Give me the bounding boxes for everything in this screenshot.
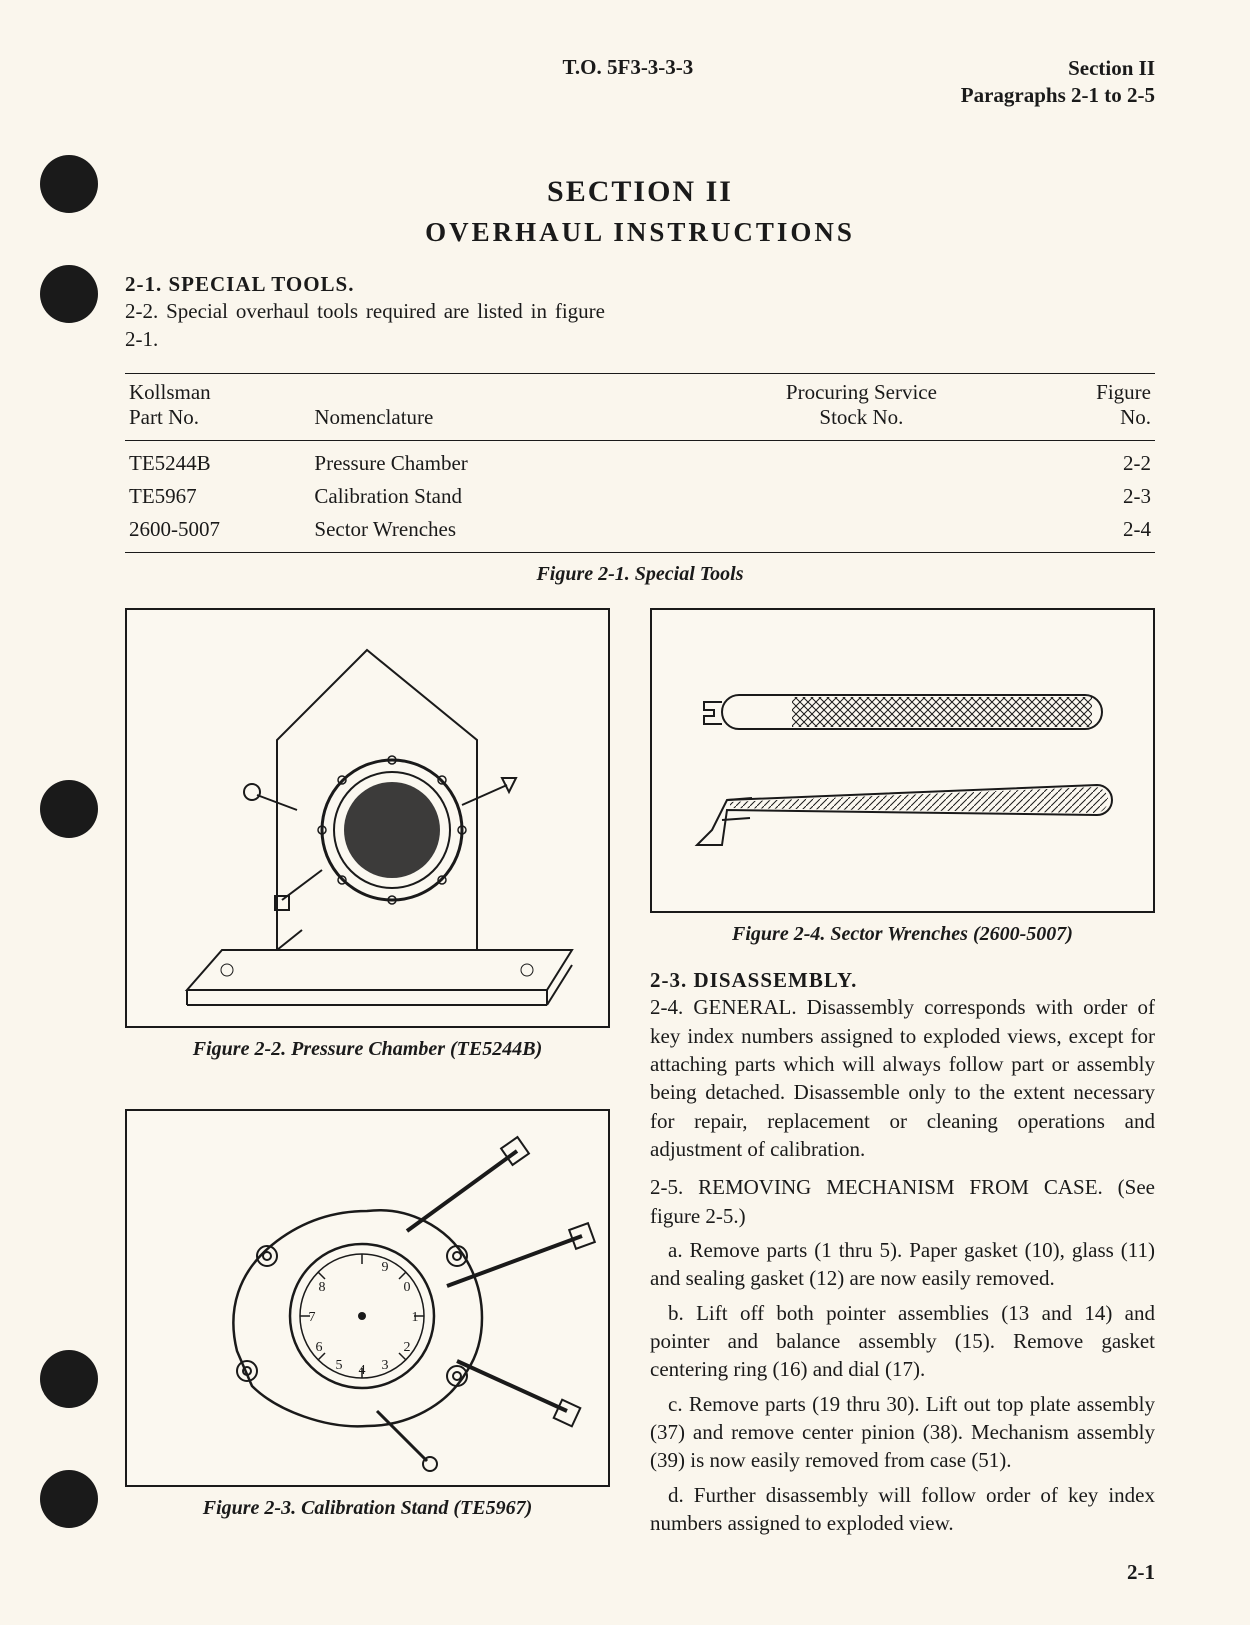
pressure-chamber-illustration <box>127 610 610 1028</box>
special-tools-table: Kollsman Part No. Nomenclature Procuring… <box>125 373 1155 553</box>
svg-text:6: 6 <box>316 1340 323 1355</box>
svg-text:3: 3 <box>382 1358 389 1373</box>
paragraphs-label: Paragraphs 2-1 to 2-5 <box>961 82 1155 109</box>
section-title: SECTION II <box>125 175 1155 209</box>
step-c: c. Remove parts (19 thru 30). Lift out t… <box>650 1390 1155 1475</box>
para-2-2-text: 2-2. Special overhaul tools required are… <box>125 297 605 354</box>
step-d: d. Further disassembly will follow order… <box>650 1481 1155 1538</box>
figure-2-4-box <box>650 608 1155 913</box>
right-column: Figure 2-4. Sector Wrenches (2600-5007) … <box>650 608 1155 1537</box>
figure-2-4-caption: Figure 2-4. Sector Wrenches (2600-5007) <box>650 923 1155 946</box>
svg-text:7: 7 <box>309 1310 316 1325</box>
svg-text:2: 2 <box>404 1340 411 1355</box>
col-stock-no: Procuring Service Stock No. <box>691 374 1031 441</box>
para-2-3-head: 2-3. DISASSEMBLY. <box>650 968 1155 993</box>
intro-block: 2-1. SPECIAL TOOLS. 2-2. Special overhau… <box>125 272 605 354</box>
table-row: 2600-5007 Sector Wrenches 2-4 <box>125 513 1155 553</box>
columns: Figure 2-2. Pressure Chamber (TE5244B) <box>125 608 1155 1537</box>
figure-2-2-caption: Figure 2-2. Pressure Chamber (TE5244B) <box>125 1038 610 1061</box>
page-number: 2-1 <box>1127 1560 1155 1585</box>
svg-text:5: 5 <box>336 1358 343 1373</box>
col-nomenclature: Nomenclature <box>310 374 691 441</box>
step-b: b. Lift off both pointer assemblies (13 … <box>650 1299 1155 1384</box>
figure-2-1-caption: Figure 2-1. Special Tools <box>125 563 1155 586</box>
table-row: TE5967 Calibration Stand 2-3 <box>125 480 1155 513</box>
punch-hole <box>40 155 98 213</box>
para-2-1-head: 2-1. SPECIAL TOOLS. <box>125 272 605 297</box>
svg-text:8: 8 <box>319 1280 326 1295</box>
table-row: TE5244B Pressure Chamber 2-2 <box>125 441 1155 481</box>
sector-wrenches-illustration <box>652 610 1155 913</box>
calibration-stand-illustration: 90 12 34 56 78 <box>127 1111 610 1487</box>
header-right: Section II Paragraphs 2-1 to 2-5 <box>961 55 1155 110</box>
figure-2-2-box <box>125 608 610 1028</box>
page-header: T.O. 5F3-3-3-3 Section II Paragraphs 2-1… <box>125 55 1155 110</box>
section-label: Section II <box>961 55 1155 82</box>
section-subtitle: OVERHAUL INSTRUCTIONS <box>125 217 1155 248</box>
punch-hole <box>40 1350 98 1408</box>
to-number: T.O. 5F3-3-3-3 <box>125 55 961 110</box>
svg-text:4: 4 <box>359 1363 366 1378</box>
punch-hole <box>40 1470 98 1528</box>
svg-text:1: 1 <box>412 1310 419 1325</box>
svg-text:0: 0 <box>404 1280 411 1295</box>
page: T.O. 5F3-3-3-3 Section II Paragraphs 2-1… <box>0 0 1250 1625</box>
step-a: a. Remove parts (1 thru 5). Paper gasket… <box>650 1236 1155 1293</box>
table-header-row: Kollsman Part No. Nomenclature Procuring… <box>125 374 1155 441</box>
para-2-4-text: 2-4. GENERAL. Disassembly corresponds wi… <box>650 993 1155 1163</box>
col-part-no: Kollsman Part No. <box>125 374 310 441</box>
left-column: Figure 2-2. Pressure Chamber (TE5244B) <box>125 608 610 1537</box>
para-2-5-head: 2-5. REMOVING MECHANISM FROM CASE. (See … <box>650 1173 1155 1230</box>
svg-text:9: 9 <box>382 1260 389 1275</box>
punch-hole <box>40 265 98 323</box>
punch-hole <box>40 780 98 838</box>
figure-2-3-box: 90 12 34 56 78 <box>125 1109 610 1487</box>
col-figure-no: Figure No. <box>1031 374 1155 441</box>
figure-2-3-caption: Figure 2-3. Calibration Stand (TE5967) <box>125 1497 610 1520</box>
